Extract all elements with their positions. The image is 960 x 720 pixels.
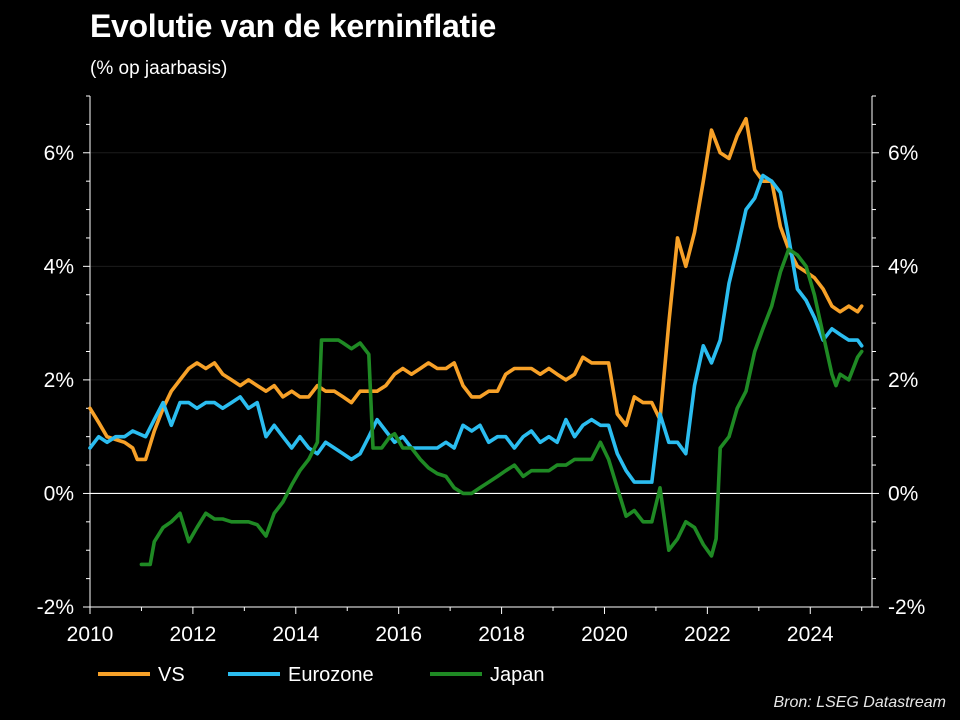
x-tick-label: 2016 [375,623,422,646]
legend: VS Eurozone Japan [98,664,545,686]
x-axis-labels: 2010 2012 2014 2016 2018 2020 2022 2024 [67,623,834,646]
series-line-japan [139,247,864,567]
y-tick-label-right: 6% [888,142,918,165]
x-tick-label: 2020 [581,623,628,646]
source-note: Bron: LSEG Datastream [773,694,946,711]
y-axis-left-labels: -2% 0% 2% 4% 6% [37,142,74,619]
series-line-eurozone [88,173,864,484]
chart-subtitle: (% op jaarbasis) [90,58,228,79]
gridlines [90,152,872,608]
y-axis-right-labels: -2% 0% 2% 4% 6% [888,142,925,619]
axis-frame [83,95,879,614]
y-tick-label-left: 4% [44,255,74,278]
series-lines [88,116,864,567]
legend-label-vs: VS [158,664,185,686]
x-tick-label: 2022 [684,623,731,646]
y-tick-label-left: 0% [44,482,74,505]
y-tick-label-left: 2% [44,369,74,392]
series-line-vs [88,116,864,462]
x-tick-label: 2010 [67,623,114,646]
y-tick-label-right: 0% [888,482,918,505]
chart-title: Evolutie van de kerninflatie [90,8,496,44]
y-tick-label-left: -2% [37,596,74,619]
x-tick-label: 2014 [272,623,319,646]
x-tick-label: 2024 [787,623,834,646]
y-tick-label-right: -2% [888,596,925,619]
x-tick-label: 2012 [170,623,217,646]
y-tick-label-right: 2% [888,369,918,392]
x-tick-label: 2018 [478,623,525,646]
legend-label-japan: Japan [490,664,545,686]
legend-label-eurozone: Eurozone [288,664,374,686]
y-tick-label-left: 6% [44,142,74,165]
y-tick-label-right: 4% [888,255,918,278]
